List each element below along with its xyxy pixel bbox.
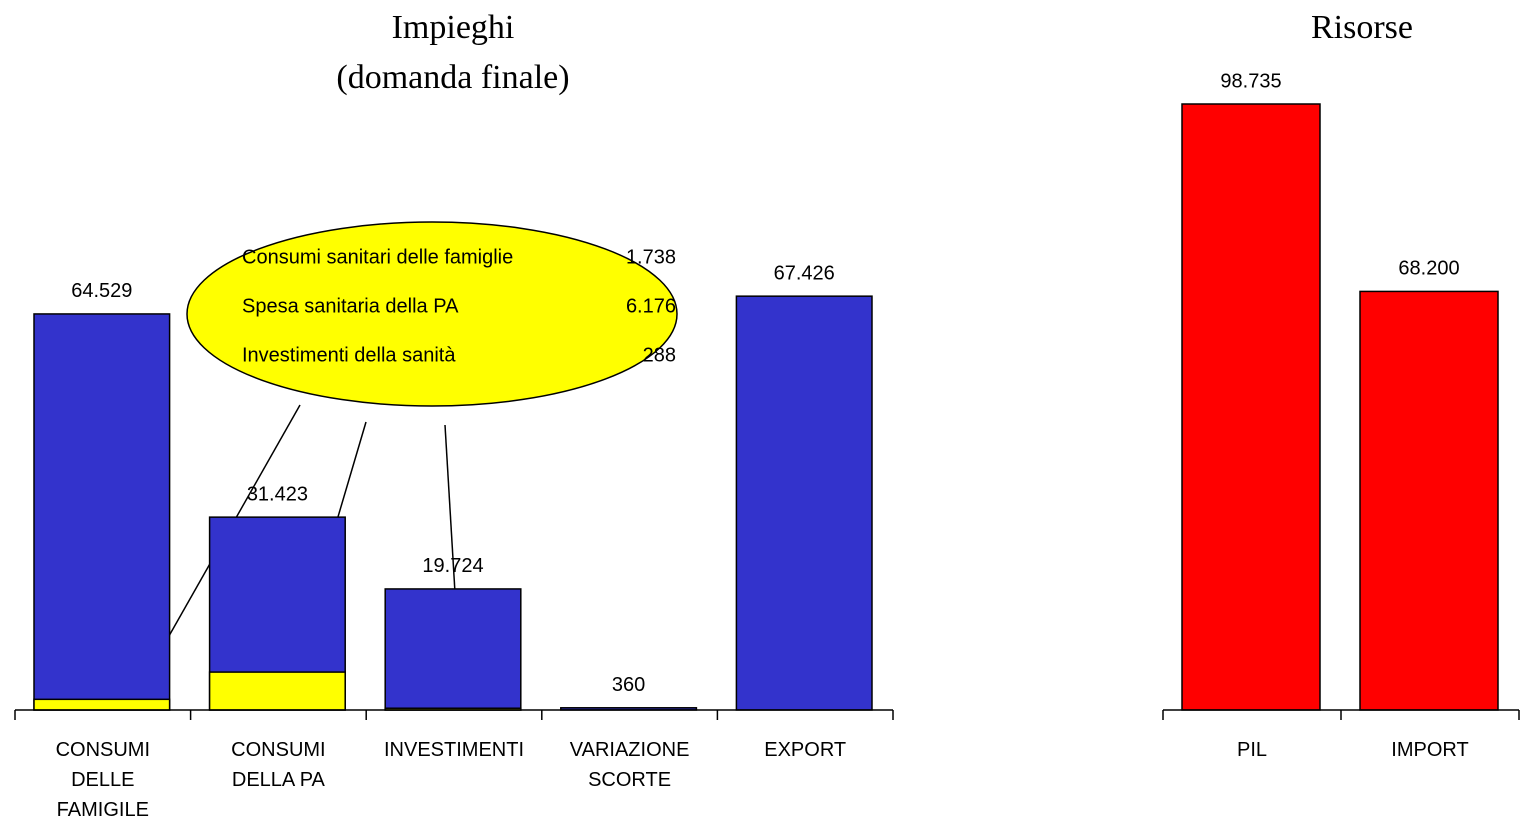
callout-box: Consumi sanitari delle famiglie 1.738 Spes… [186, 221, 678, 407]
value-label: 19.724 [422, 555, 483, 577]
callout-value: 1.738 [626, 246, 676, 268]
x-tick-label: PIL [1236, 739, 1268, 761]
x-tick-label: VARIAZIONE SCORTE [569, 739, 690, 791]
x-tick-label: CONSUMI DELLA PA [231, 739, 326, 791]
callout-value: 288 [643, 344, 676, 366]
callout-ellipse [186, 221, 678, 407]
bar [384, 588, 522, 711]
value-label: 31.423 [247, 483, 308, 505]
bar [33, 313, 171, 711]
value-label: 98.735 [1220, 70, 1281, 92]
chart-subtitle: (domanda finale) [336, 59, 569, 96]
bar [735, 295, 873, 711]
x-tick-label: CONSUMI DELLE FAMIGILE [55, 739, 151, 821]
callout-value: 6.176 [626, 295, 676, 317]
x-tick-label: IMPORT [1391, 739, 1469, 761]
value-label: 360 [612, 674, 645, 696]
bar [1359, 290, 1499, 711]
value-label: 64.529 [71, 280, 132, 302]
value-label: 67.426 [774, 262, 835, 284]
callout-label: Investimenti della sanità [242, 344, 456, 366]
chart-title: Risorse [1311, 9, 1413, 46]
callout-label: Spesa sanitaria della PA [242, 295, 459, 317]
x-tick-label: EXPORT [764, 739, 847, 761]
x-tick-label: INVESTIMENTI [383, 739, 524, 761]
bar [208, 671, 346, 711]
bar [33, 698, 171, 711]
chart-title: Impieghi [392, 9, 515, 46]
bar [1181, 103, 1321, 711]
callout-label: Consumi sanitari delle famiglie [242, 246, 513, 268]
value-label: 68.200 [1398, 258, 1459, 280]
